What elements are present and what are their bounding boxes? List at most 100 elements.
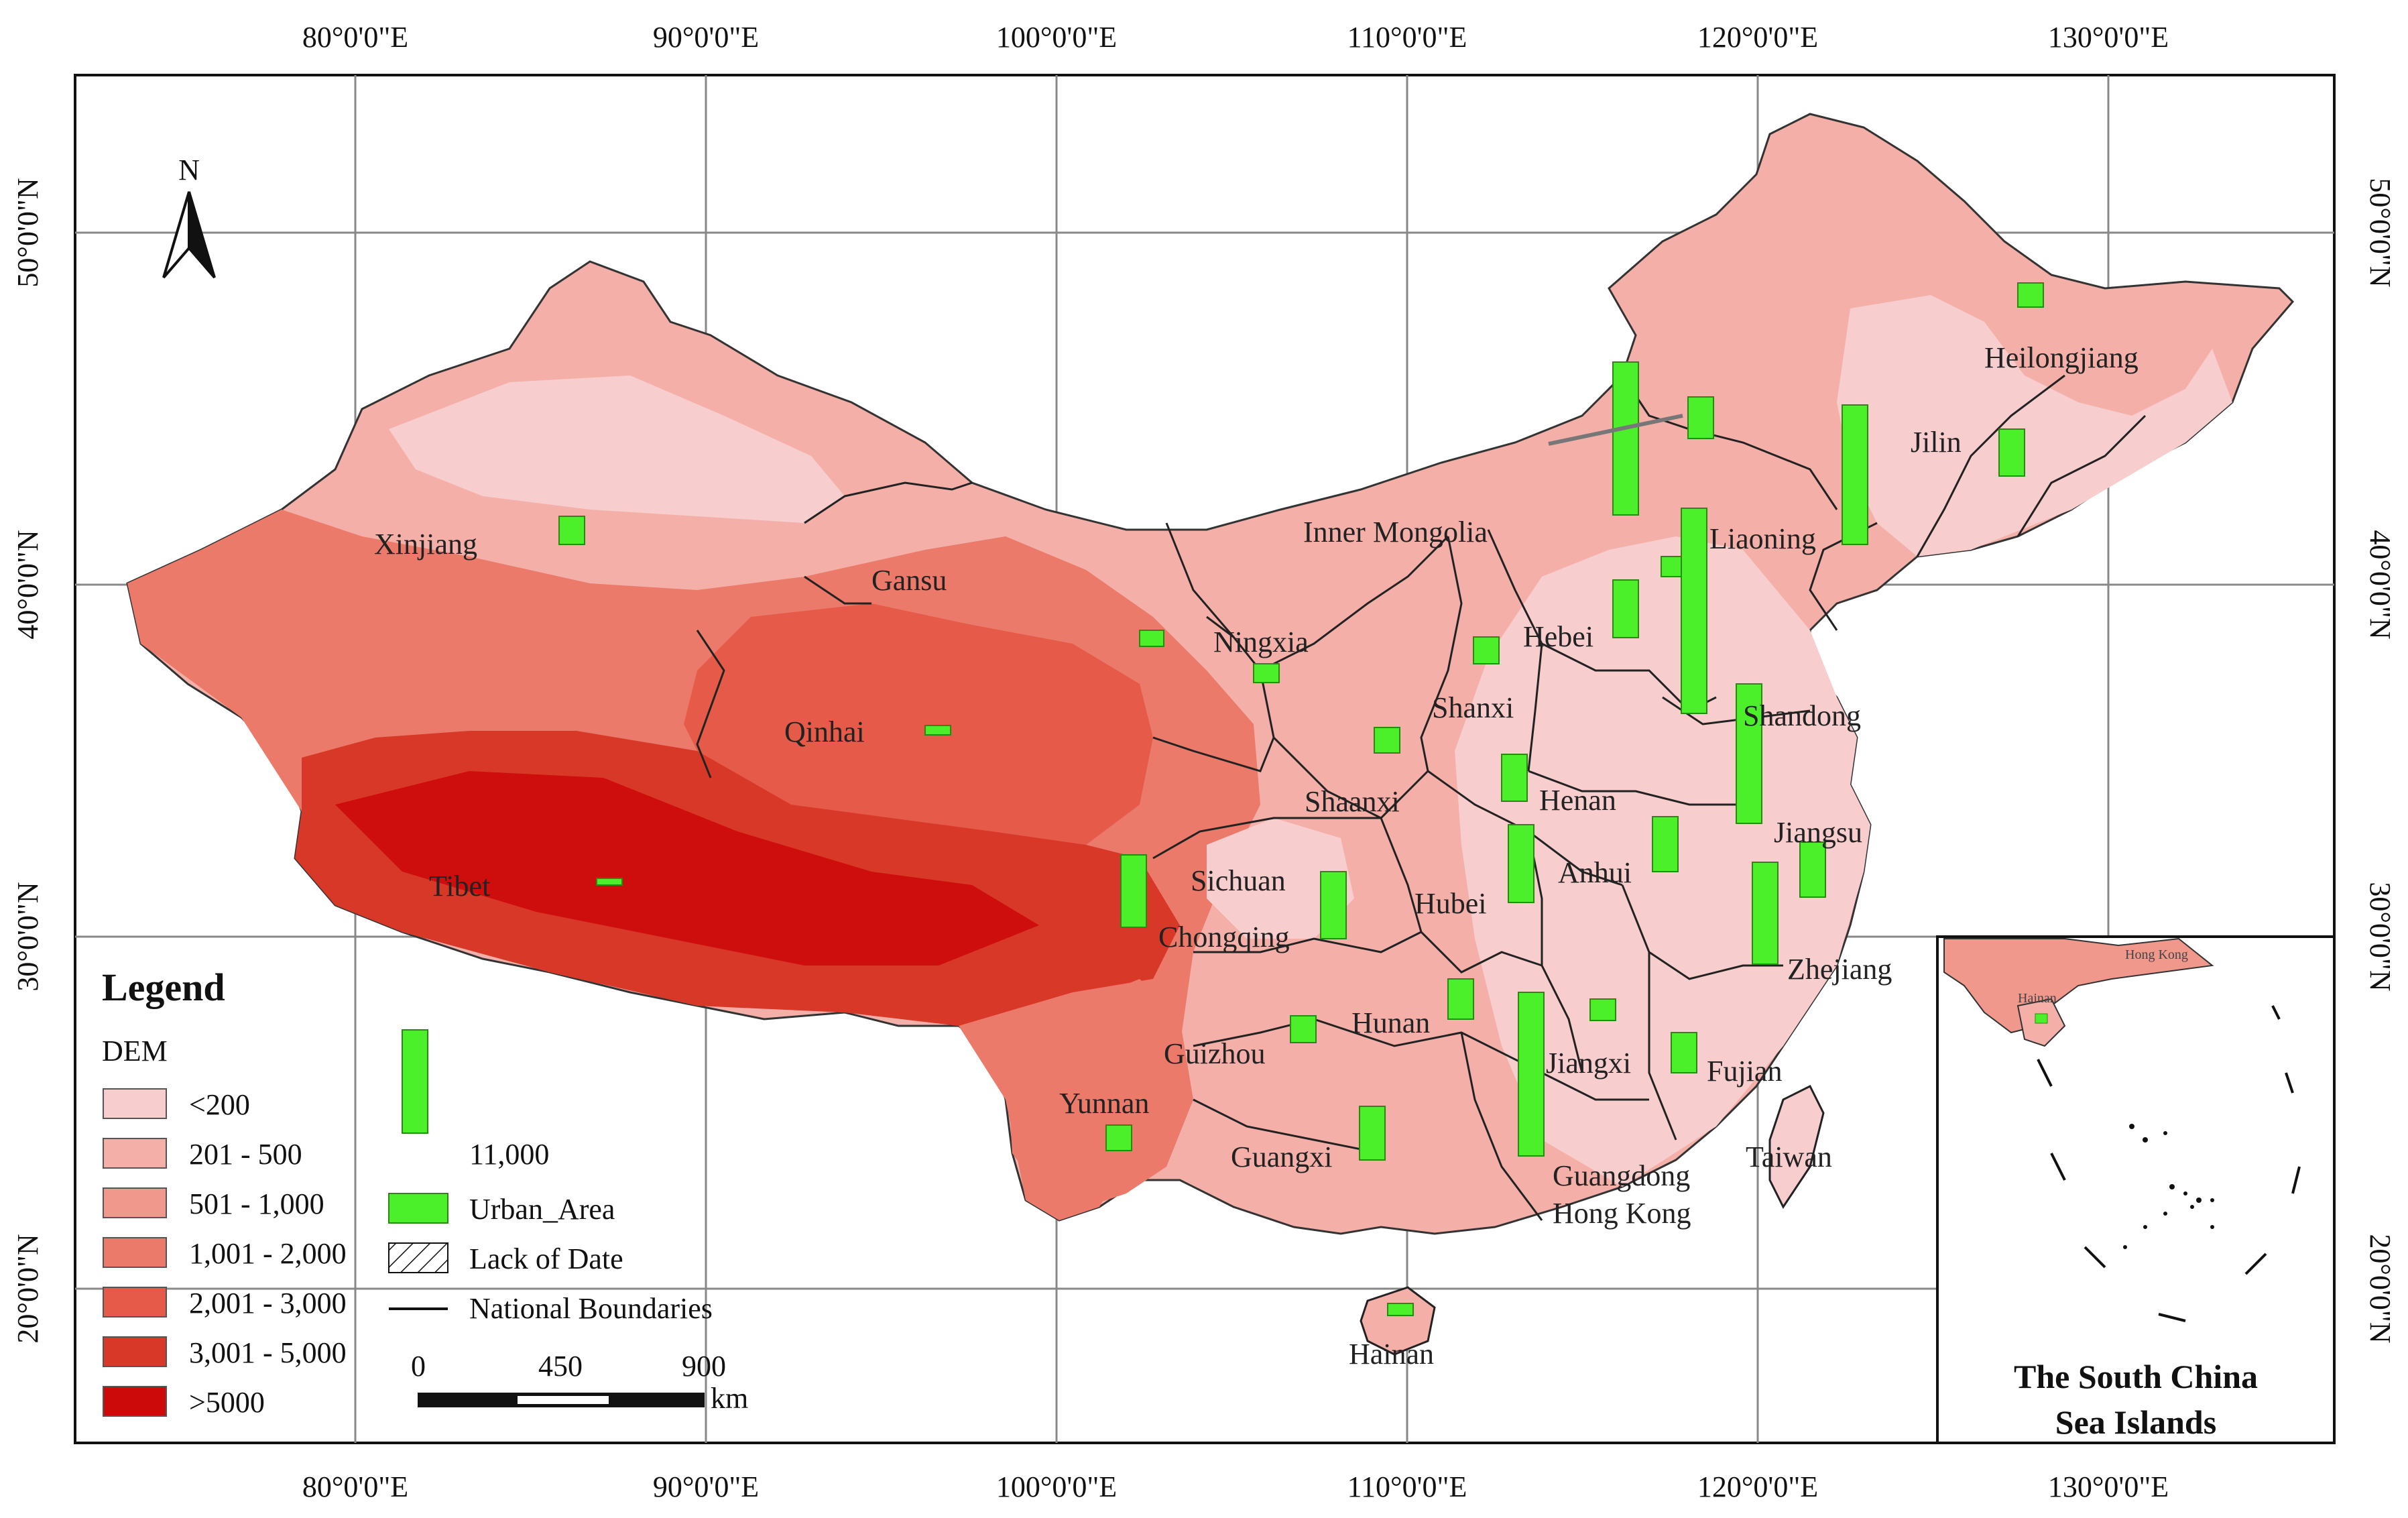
urban-bar (1105, 1124, 1132, 1151)
svg-text:30°0'0"N: 30°0'0"N (11, 882, 44, 991)
svg-text:80°0'0"E: 80°0'0"E (302, 21, 408, 54)
svg-text:100°0'0"E: 100°0'0"E (996, 21, 1117, 54)
label-hebei: Hebei (1523, 620, 1593, 653)
scale-tick-450: 450 (538, 1350, 583, 1383)
dem-swatch-1 (103, 1088, 167, 1119)
lack-swatch (388, 1242, 448, 1273)
svg-text:20°0'0"N: 20°0'0"N (2364, 1234, 2397, 1343)
label-shandong: Shandong (1743, 699, 1861, 732)
scale-unit: km (711, 1382, 748, 1415)
label-anhui: Anhui (1558, 856, 1632, 889)
taiwan-island (1768, 1084, 1825, 1209)
urban-bar (1612, 579, 1639, 638)
inset-urban-patch (2035, 1013, 2048, 1024)
label-qinhai: Qinhai (784, 715, 865, 748)
qinghai-plateau (684, 603, 1153, 845)
urban-bar (1681, 508, 1707, 714)
urban-bar (1120, 854, 1147, 928)
label-jiangxi: Jiangxi (1546, 1047, 1631, 1079)
label-jiangsu: Jiangsu (1774, 816, 1862, 849)
label-shanxi: Shanxi (1432, 691, 1514, 724)
label-ningxia: Ningxia (1213, 626, 1309, 658)
dem-swatch-6 (103, 1336, 167, 1367)
lat-labels-right: 50°0'0"N 40°0'0"N 30°0'0"N 20°0'0"N (2364, 178, 2397, 1343)
china-landmass (126, 113, 2295, 1235)
svg-text:40°0'0"N: 40°0'0"N (2364, 530, 2397, 639)
urban-bar (1736, 683, 1762, 824)
scale-tick-900: 900 (682, 1350, 726, 1383)
urban-bar (1612, 361, 1639, 516)
svg-text:80°0'0"E: 80°0'0"E (302, 1470, 408, 1503)
label-guangdong: Guangdong (1553, 1159, 1690, 1192)
dem-swatch-7 (103, 1386, 167, 1417)
label-zhejiang: Zhejiang (1787, 953, 1892, 986)
svg-text:90°0'0"E: 90°0'0"E (653, 21, 759, 54)
svg-text:20°0'0"N: 20°0'0"N (11, 1234, 44, 1343)
urban-bar (1652, 816, 1679, 872)
dem-swatch-2 (103, 1138, 167, 1169)
boundary-label: National Boundaries (469, 1292, 713, 1325)
urban-bar (1998, 428, 2025, 477)
urban-bar (1253, 663, 1280, 683)
dem-label-7: >5000 (189, 1386, 265, 1419)
province-labels: Xinjiang Gansu Qinhai Tibet Inner Mongol… (374, 341, 2139, 1370)
inset-tiny-label-2: Hainan (2018, 991, 2057, 1006)
scale-tick-0: 0 (411, 1350, 426, 1383)
legend-dem-title: DEM (102, 1035, 168, 1067)
dem-swatch-3 (103, 1187, 167, 1218)
label-heilongjiang: Heilongjiang (1984, 341, 2139, 374)
mongolia-border-segment (1548, 414, 1683, 446)
legend-title: Legend (102, 966, 225, 1009)
urban-label: Urban_Area (469, 1193, 615, 1226)
label-chongqing: Chongqing (1158, 921, 1290, 953)
svg-text:130°0'0"E: 130°0'0"E (2048, 1470, 2169, 1503)
urban-bar (1589, 998, 1616, 1021)
scale-bar-mid (518, 1396, 609, 1404)
urban-bar (558, 516, 585, 545)
urban-bar (1473, 636, 1500, 664)
north-arrow: N (162, 154, 216, 279)
dem-label-3: 501 - 1,000 (189, 1187, 324, 1220)
urban-bar (1518, 992, 1545, 1157)
tibet-peaks (335, 771, 1039, 966)
urban-bar (1139, 630, 1164, 647)
label-fujian: Fujian (1707, 1055, 1782, 1088)
label-inner-mongolia: Inner Mongolia (1303, 516, 1488, 548)
label-liaoning: Liaoning (1709, 522, 1816, 555)
svg-text:120°0'0"E: 120°0'0"E (1697, 21, 1818, 54)
urban-bar (924, 725, 951, 736)
urban-bar (1752, 862, 1779, 965)
legend: Legend DEM <200 201 - 500 501 - 1,000 1,… (102, 966, 748, 1419)
urban-swatch (388, 1193, 448, 1224)
legend-bar-value: 11,000 (469, 1138, 549, 1171)
lon-labels-top: 80°0'0"E 90°0'0"E 100°0'0"E 110°0'0"E 12… (302, 21, 2169, 54)
inset-land (1943, 937, 2214, 1034)
province-boundaries (696, 374, 2147, 1221)
dem-swatch-4 (103, 1237, 167, 1268)
hainan-island (1360, 1286, 1436, 1356)
urban-bar (1387, 1303, 1414, 1316)
label-tibet: Tibet (429, 870, 490, 902)
urban-area-bars (558, 282, 2044, 1316)
sichuan-basin (1207, 818, 1354, 939)
label-guangxi: Guangxi (1231, 1141, 1333, 1173)
label-yunnan: Yunnan (1059, 1087, 1149, 1120)
urban-bar (1374, 727, 1400, 754)
inset-tiny-label-1: Hong Kong (2125, 947, 2188, 962)
svg-text:40°0'0"N: 40°0'0"N (11, 530, 44, 639)
urban-bar (1501, 754, 1528, 802)
dem-label-5: 2,001 - 3,000 (189, 1287, 347, 1320)
label-hong-kong: Hong Kong (1553, 1197, 1691, 1230)
label-jilin: Jilin (1911, 426, 1962, 459)
urban-bar (1320, 871, 1347, 939)
dem-label-4: 1,001 - 2,000 (189, 1237, 347, 1270)
svg-text:30°0'0"N: 30°0'0"N (2364, 882, 2397, 991)
urban-bar (1799, 841, 1826, 898)
svg-text:90°0'0"E: 90°0'0"E (653, 1470, 759, 1503)
label-henan: Henan (1539, 784, 1616, 817)
dem-label-6: 3,001 - 5,000 (189, 1336, 347, 1369)
nine-dash-line (2037, 1005, 2301, 1322)
label-shaanxi: Shaanxi (1305, 785, 1400, 818)
urban-bar (1290, 1015, 1317, 1043)
